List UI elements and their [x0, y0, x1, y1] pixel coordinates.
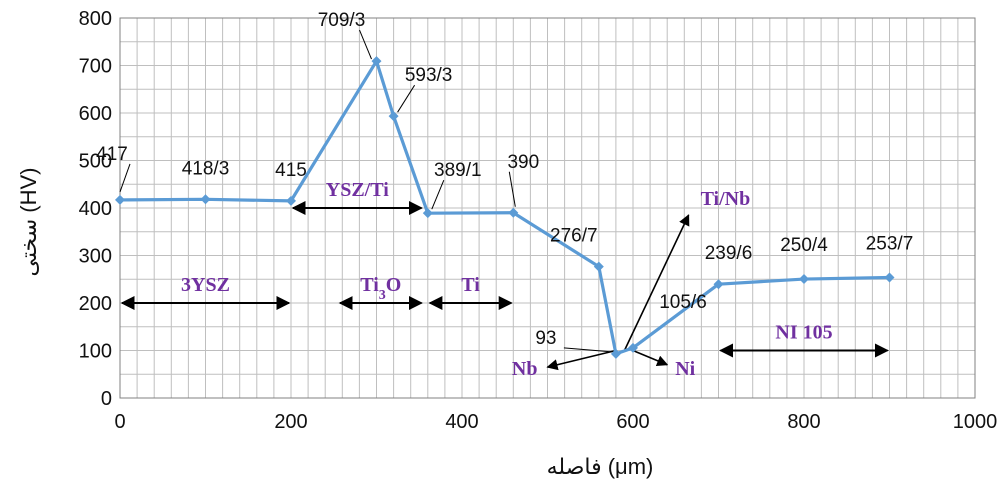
- region-label: 3YSZ: [181, 274, 230, 296]
- data-label: 593/3: [405, 65, 453, 86]
- y-tick-label: 400: [79, 198, 112, 220]
- data-point: [286, 195, 296, 206]
- interface-label: Ti/Nb: [701, 188, 751, 210]
- data-point: [713, 279, 724, 290]
- data-label-leader: [359, 29, 372, 60]
- plot-border: [119, 17, 976, 399]
- y-tick-label: 500: [79, 151, 112, 173]
- y-tick-label: 300: [79, 246, 112, 268]
- data-label: 418/3: [182, 158, 230, 179]
- data-label-leader: [431, 179, 445, 210]
- data-label: 105/6: [659, 292, 707, 313]
- x-tick-label: 1000: [953, 411, 998, 433]
- y-tick-label: 0: [101, 388, 112, 410]
- region-annotations: 3YSZ Ti3O Ti YSZ/Ti NI 105 Ti/Nb Nb Ni: [120, 179, 889, 380]
- data-label: 709/3: [318, 10, 366, 31]
- data-point: [628, 342, 638, 353]
- data-labels: 417 418/3 415 709/3 593/3 389/1 390 276/7 93 105/…: [96, 10, 914, 353]
- data-label: 93: [535, 328, 556, 349]
- data-label-leader: [508, 171, 516, 207]
- data-point: [610, 348, 621, 359]
- y-axis-title: سختی (HV): [16, 168, 41, 277]
- data-point: [115, 194, 125, 205]
- x-tick-label: 200: [274, 411, 307, 433]
- data-point: [799, 274, 809, 285]
- region-label: NI 105: [775, 322, 832, 344]
- data-point: [388, 111, 399, 122]
- data-point: [422, 208, 433, 219]
- interface-arrow: [546, 349, 617, 371]
- hardness-series: [115, 56, 895, 359]
- axes: 0 200 400 600 800 1000 0 100 200 300 400 500 600 700 8…: [79, 8, 998, 433]
- data-point: [593, 261, 604, 272]
- x-tick-label: 0: [114, 411, 125, 433]
- interface-label: Nb: [512, 358, 538, 380]
- data-label: 253/7: [866, 233, 914, 254]
- data-label-leader: [397, 84, 416, 113]
- data-point: [884, 272, 895, 283]
- data-point: [508, 207, 519, 218]
- data-point: [371, 56, 382, 67]
- y-tick-label: 200: [79, 293, 112, 315]
- data-label: 250/4: [780, 235, 828, 256]
- data-label-leader: [563, 347, 612, 353]
- data-label: 417: [96, 144, 128, 165]
- x-tick-label: 400: [445, 411, 478, 433]
- x-tick-label: 800: [787, 411, 820, 433]
- data-label: 389/1: [434, 160, 482, 181]
- data-label: 276/7: [550, 226, 598, 247]
- series-line: [119, 59, 890, 356]
- x-tick-label: 600: [616, 411, 649, 433]
- region-label: YSZ/Ti: [326, 179, 389, 201]
- data-label: 239/6: [705, 243, 753, 264]
- y-tick-label: 800: [79, 8, 112, 30]
- data-label: 415: [275, 160, 307, 181]
- region-label: Ti: [461, 274, 480, 296]
- x-axis-title: فاصله (μm): [547, 454, 654, 479]
- interface-arrow: [623, 214, 690, 351]
- region-label: Ti3O: [360, 274, 401, 303]
- data-label-leader: [119, 163, 131, 193]
- y-tick-label: 100: [79, 341, 112, 363]
- y-tick-label: 700: [79, 56, 112, 78]
- interface-label: Ni: [675, 358, 695, 380]
- interface-arrow: [632, 349, 669, 367]
- data-label: 390: [507, 152, 539, 173]
- data-point: [200, 194, 211, 205]
- y-tick-label: 600: [79, 103, 112, 125]
